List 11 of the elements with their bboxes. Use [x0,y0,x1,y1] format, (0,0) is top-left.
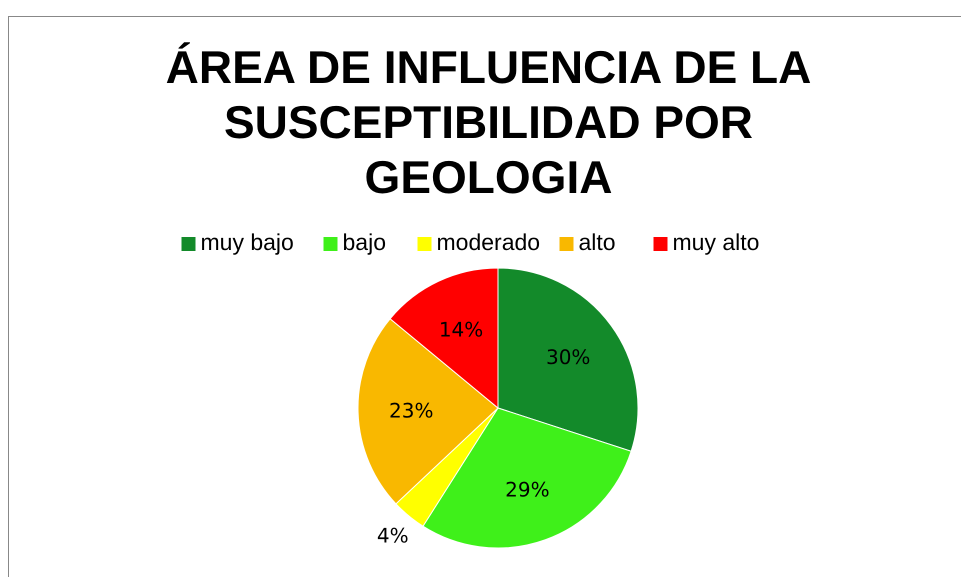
legend-label: muy bajo [200,229,294,255]
data-label: 29% [505,478,550,502]
legend-label: bajo [342,229,386,255]
data-label: 4% [376,523,409,548]
data-label: 14% [438,317,484,342]
legend-label: muy alto [672,229,760,255]
legend-label: alto [578,229,616,255]
legend-label: moderado [436,229,540,255]
chart-title: ÁREA DE INFLUENCIA DE LA SUSCEPTIBILIDAD POR GEOLOGIA [166,41,812,203]
data-label: 30% [546,344,590,369]
data-label: 23% [389,398,434,423]
